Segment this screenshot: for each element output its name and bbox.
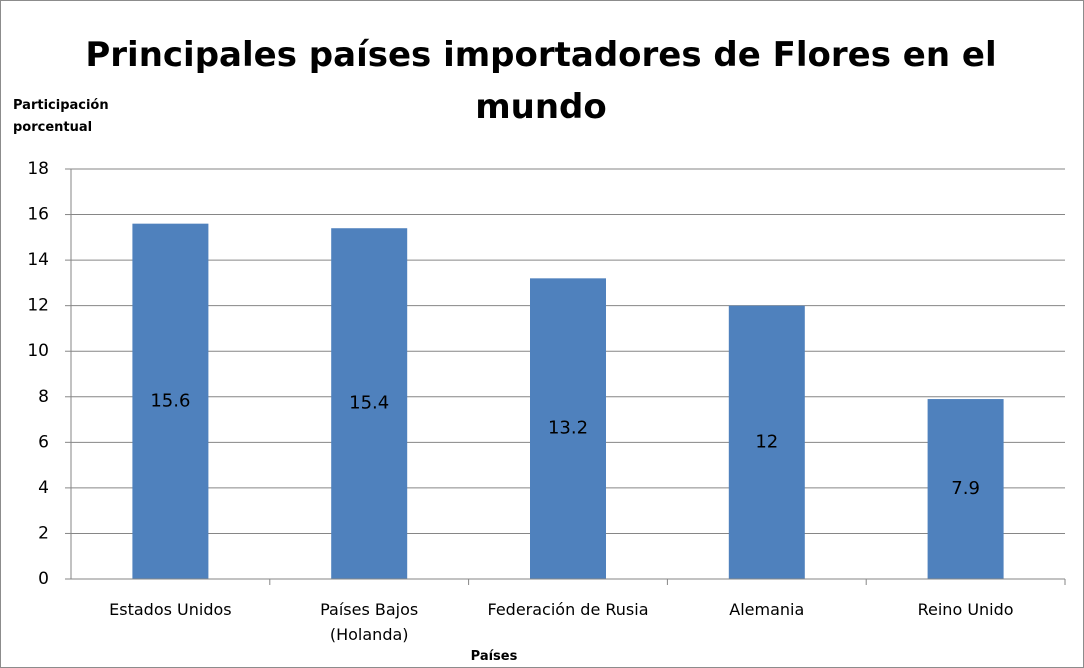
bar <box>728 305 805 579</box>
y-tick-label: 10 <box>27 341 49 361</box>
x-axis-label: Países <box>470 649 518 664</box>
y-tick-label: 18 <box>27 159 49 179</box>
x-tick-label: Alemania <box>729 600 805 619</box>
bar <box>530 278 606 579</box>
y-tick-label: 4 <box>38 478 49 498</box>
y-tick-label: 6 <box>38 432 49 452</box>
y-axis-label: Participación porcentual <box>13 98 109 135</box>
data-label: 13.2 <box>548 418 588 439</box>
x-tick-label: Estados Unidos <box>109 600 232 619</box>
data-label: 12 <box>755 431 778 452</box>
bar <box>132 223 209 579</box>
bar <box>927 399 1004 579</box>
data-label: 15.6 <box>150 390 190 411</box>
x-tick-label: Reino Unido <box>917 600 1014 619</box>
chart-title: Principales países importadores de Flore… <box>85 35 997 127</box>
y-tick-label: 2 <box>38 523 49 543</box>
data-label: 15.4 <box>349 393 389 414</box>
bar <box>331 228 408 579</box>
y-tick-label: 14 <box>27 250 49 270</box>
y-tick-label: 0 <box>38 569 49 589</box>
x-tick-label: Países Bajos (Holanda) <box>320 600 419 644</box>
y-tick-label: 16 <box>27 205 49 225</box>
x-tick-label: Federación de Rusia <box>487 600 649 619</box>
y-tick-label: 12 <box>27 296 49 316</box>
y-tick-label: 8 <box>38 387 49 407</box>
data-label: 7.9 <box>951 478 980 499</box>
